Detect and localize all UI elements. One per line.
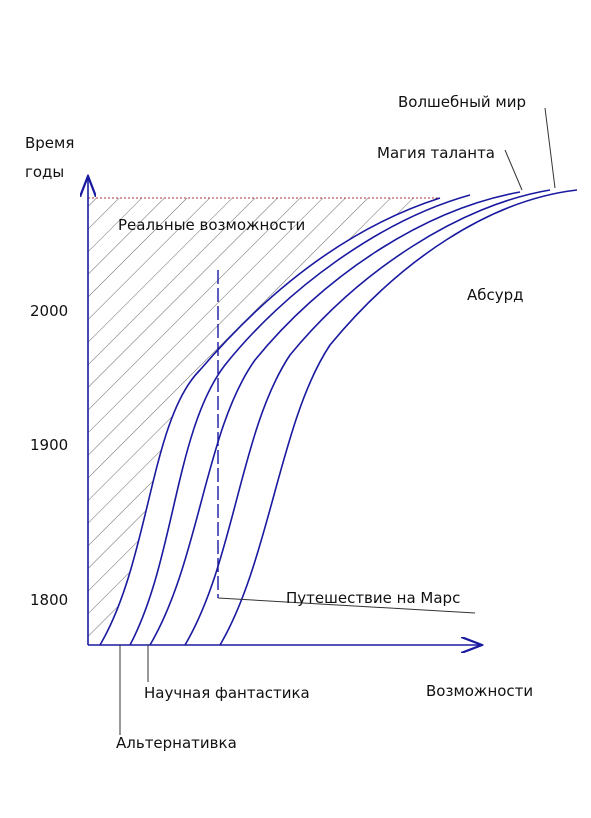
y-label: 2000	[30, 302, 68, 320]
curve-label: Альтернативка	[116, 734, 237, 752]
region-label: Абсурд	[467, 286, 524, 304]
curve-label: Магия таланта	[377, 144, 495, 162]
region-label: Реальные возможности	[118, 216, 305, 234]
y-label: 1900	[30, 436, 68, 454]
curve	[149, 191, 521, 646]
y-label: 1800	[30, 591, 68, 609]
y-unit: годы	[25, 163, 64, 181]
y-title: Время	[25, 134, 74, 152]
curve	[184, 189, 551, 646]
talent-leader	[504, 149, 523, 191]
curve	[219, 189, 578, 646]
curve	[99, 197, 441, 646]
curve-label: Волшебный мир	[398, 93, 526, 111]
x-title: Возможности	[426, 682, 533, 700]
magic-leader	[544, 107, 556, 189]
curve	[129, 194, 471, 646]
real-region-hatch	[88, 198, 440, 645]
mars-label: Путешествие на Марс	[286, 589, 460, 607]
curve-label: Научная фантастика	[144, 684, 310, 702]
mars-leader	[217, 597, 476, 614]
